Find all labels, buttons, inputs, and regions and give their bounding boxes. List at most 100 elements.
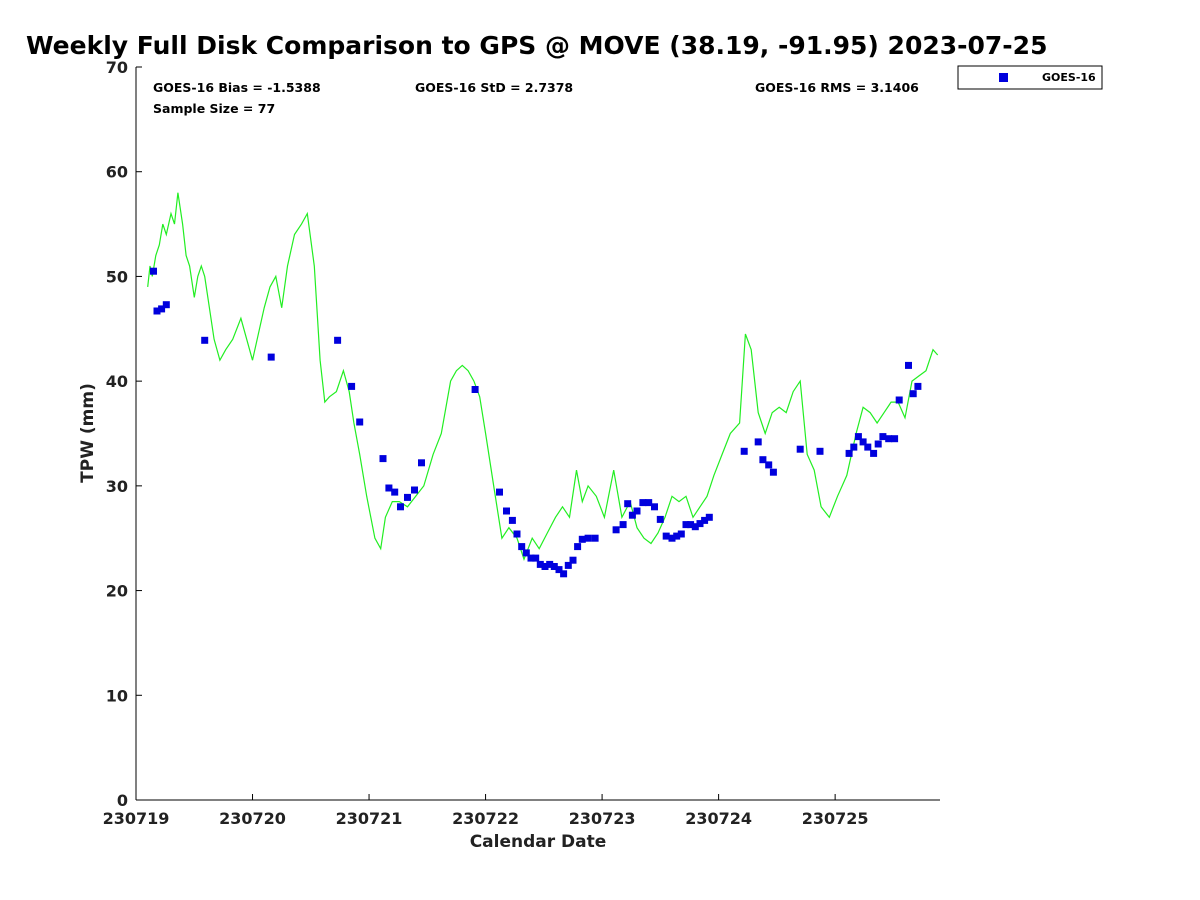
goes-point: [850, 443, 858, 451]
gps-series: [147, 192, 939, 561]
goes-point: [334, 336, 342, 344]
goes-point: [522, 549, 530, 557]
goes-point: [859, 438, 867, 446]
goes-point: [508, 516, 516, 524]
y-tick-label: 20: [106, 582, 128, 601]
goes-point: [471, 386, 479, 393]
goes-point: [864, 443, 872, 451]
goes-point: [391, 488, 399, 496]
goes-point: [560, 570, 568, 578]
goes-point: [513, 530, 521, 538]
goes-point: [854, 433, 862, 441]
goes-point: [870, 449, 878, 457]
x-tick-label: 230724: [685, 809, 752, 828]
goes-point: [891, 435, 899, 443]
goes-point: [574, 543, 582, 551]
goes-point: [397, 503, 404, 511]
legend-box: [957, 65, 1103, 90]
goes-point: [796, 445, 804, 453]
x-axis-title: Calendar Date: [470, 832, 607, 852]
goes-point: [769, 468, 777, 476]
goes-point: [628, 511, 636, 519]
goes-point: [705, 513, 713, 521]
goes-point: [691, 523, 699, 531]
legend-label-goes16: GOES-16: [1042, 71, 1096, 84]
legend-marker-goes16: [999, 73, 1008, 82]
goes-point: [546, 560, 554, 568]
goes-point: [656, 515, 664, 523]
goes-point: [639, 499, 647, 507]
goes-point: [687, 521, 695, 529]
y-tick-label: 50: [106, 267, 128, 286]
chart-title: Weekly Full Disk Comparison to GPS @ MOV…: [26, 31, 1047, 60]
goes-point: [914, 382, 922, 390]
goes-point: [536, 560, 544, 568]
y-tick-label: 30: [106, 477, 128, 496]
goes-point: [158, 305, 166, 313]
goes-point: [754, 438, 762, 446]
goes-point: [201, 336, 209, 344]
goes-point: [564, 561, 572, 569]
goes-point: [496, 488, 503, 496]
goes-point: [696, 520, 704, 528]
x-tick-label: 230719: [103, 809, 170, 828]
goes-point: [150, 267, 157, 275]
goes-point: [895, 396, 903, 404]
goes-point: [677, 530, 685, 538]
y-axis-ticks: 0 10 20 30 40 50 60 70: [106, 58, 142, 810]
legend: GOES-16: [957, 65, 1103, 90]
std-stat: GOES-16 StD = 2.7378: [415, 80, 573, 95]
goes-point: [624, 500, 632, 508]
goes-point: [619, 521, 627, 529]
y-axis-title: TPW (mm): [78, 383, 98, 483]
goes-point: [385, 484, 393, 492]
x-axis-ticks: 230719 230720 230721 230722 230723 230724 2307…: [103, 794, 869, 828]
goes-point: [518, 543, 526, 551]
goes-point: [591, 534, 599, 542]
goes-point: [162, 301, 170, 309]
goes-point: [584, 534, 592, 542]
goes-point: [527, 554, 535, 562]
y-tick-label: 70: [106, 58, 128, 77]
goes-point: [411, 486, 418, 494]
goes-point: [874, 440, 882, 448]
goes-point: [153, 307, 161, 315]
goes-point: [682, 521, 690, 529]
goes-point: [348, 382, 356, 390]
goes-series: [150, 267, 922, 578]
x-tick-label: 230725: [802, 809, 869, 828]
goes-point: [651, 503, 658, 511]
goes-point: [759, 456, 767, 464]
goes-point: [668, 534, 676, 542]
rms-stat: GOES-16 RMS = 3.1406: [755, 80, 919, 95]
goes-point: [541, 563, 549, 570]
goes-point: [740, 447, 748, 455]
goes-point: [503, 507, 510, 515]
goes-point: [909, 390, 917, 398]
goes-point: [550, 563, 558, 570]
bias-stat: GOES-16 Bias = -1.5388: [153, 80, 321, 95]
goes-point: [404, 493, 411, 501]
goes-point: [379, 455, 387, 463]
goes-point: [879, 433, 887, 441]
x-tick-label: 230720: [219, 809, 286, 828]
goes-point: [532, 554, 540, 562]
x-tick-label: 230723: [569, 809, 636, 828]
goes-point: [701, 516, 709, 524]
goes-point: [845, 449, 853, 457]
gps-line: [147, 192, 939, 561]
goes-point: [612, 526, 620, 534]
goes-point: [816, 447, 824, 455]
goes-point: [673, 532, 681, 540]
goes-point: [356, 418, 364, 426]
x-tick-label: 230721: [336, 809, 403, 828]
goes-point: [885, 435, 893, 443]
y-tick-label: 0: [117, 791, 128, 810]
goes-point: [645, 499, 653, 507]
goes-point: [578, 535, 586, 543]
goes-point: [569, 556, 577, 564]
goes-point: [418, 459, 425, 467]
goes-point: [555, 566, 563, 574]
y-tick-label: 10: [106, 686, 128, 705]
